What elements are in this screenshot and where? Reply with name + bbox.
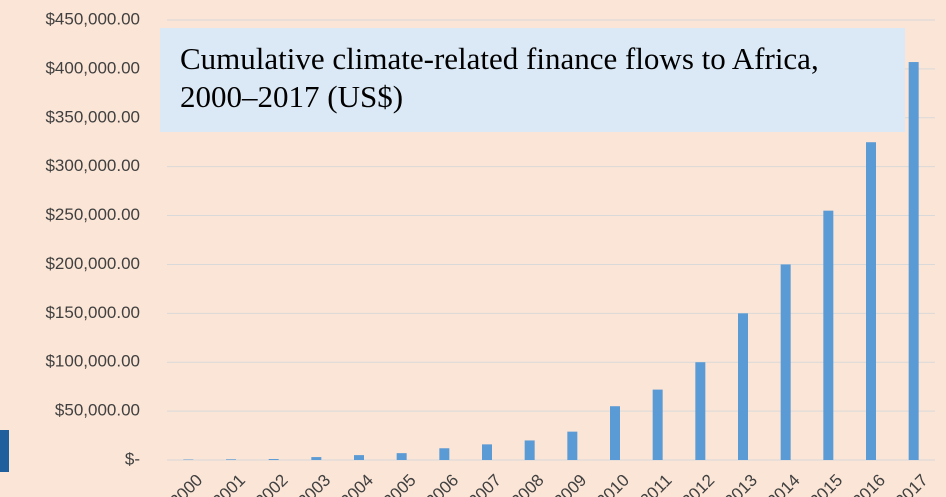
- bar: [695, 362, 706, 460]
- bar: [866, 142, 876, 460]
- bar: [908, 62, 919, 461]
- chart-title: Cumulative climate-related finance flows…: [160, 28, 905, 132]
- y-tick-label: $150,000.00: [45, 303, 140, 322]
- bar: [311, 457, 322, 460]
- bar: [396, 453, 407, 460]
- y-tick-label: $400,000.00: [45, 58, 140, 77]
- x-tick-label: 2008: [507, 471, 547, 497]
- bar: [738, 313, 748, 460]
- y-tick-label: $50,000.00: [55, 401, 140, 420]
- y-tick-label: $100,000.00: [45, 352, 140, 371]
- x-tick-label: 2001: [209, 471, 249, 497]
- y-tick-label: $-: [125, 449, 140, 468]
- y-tick-label: $250,000.00: [45, 205, 140, 224]
- x-tick-label: 2009: [550, 471, 590, 497]
- x-tick-label: 2003: [294, 471, 334, 497]
- bar: [524, 440, 535, 460]
- y-tick-label: $450,000.00: [45, 9, 140, 28]
- bar: [567, 431, 578, 460]
- bar: [226, 459, 236, 460]
- y-tick-label: $300,000.00: [45, 156, 140, 175]
- y-tick-label: $200,000.00: [45, 254, 140, 273]
- x-tick-label: 2005: [379, 471, 419, 497]
- x-tick-label: 2012: [678, 471, 718, 497]
- bar: [268, 459, 279, 460]
- x-tick-label: 2011: [636, 471, 675, 497]
- bar: [610, 406, 620, 460]
- bar: [652, 389, 663, 460]
- x-tick-label: 2006: [422, 471, 462, 497]
- bar: [439, 448, 450, 460]
- bar: [823, 210, 834, 460]
- bar: [780, 264, 791, 460]
- bar: [482, 444, 492, 460]
- x-tick-label: 2016: [849, 471, 889, 497]
- x-tick-label: 2014: [763, 471, 803, 497]
- x-tick-label: 2015: [806, 471, 846, 497]
- x-tick-label: 2000: [166, 471, 206, 497]
- x-tick-label: 2010: [593, 471, 633, 497]
- x-tick-label: 2013: [721, 471, 761, 497]
- x-tick-label: 2002: [251, 471, 291, 497]
- y-tick-label: $350,000.00: [45, 107, 140, 126]
- x-tick-label: 2007: [465, 471, 505, 497]
- x-tick-label: 2004: [337, 471, 377, 497]
- bar: [354, 455, 364, 460]
- edge-decoration: [0, 430, 9, 472]
- x-tick-label: 2017: [891, 471, 931, 497]
